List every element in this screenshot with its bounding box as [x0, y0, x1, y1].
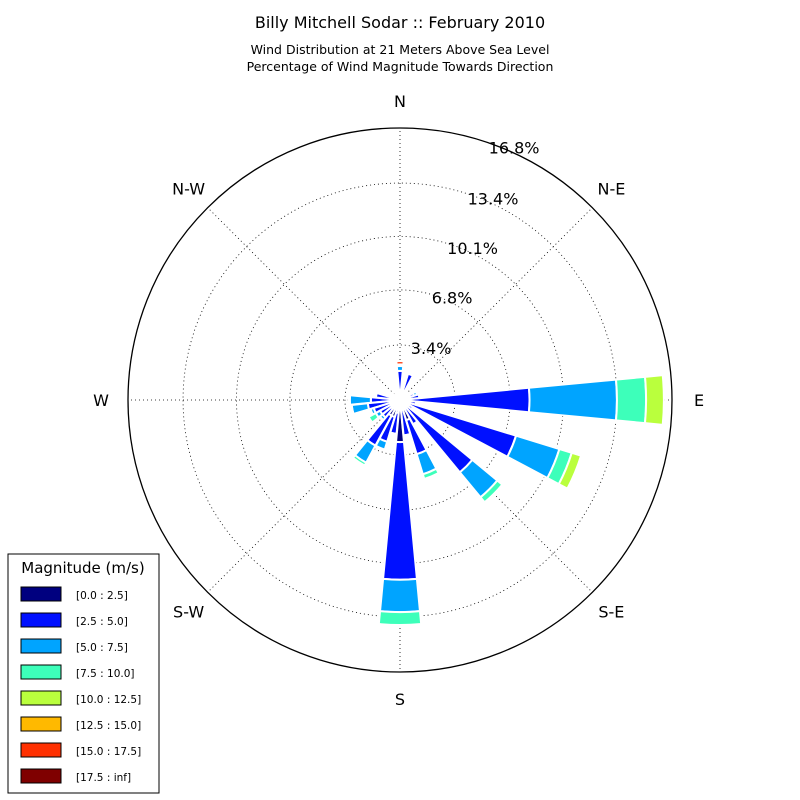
grid-spoke	[399, 207, 593, 401]
legend-label: [12.5 : 15.0]	[76, 720, 141, 732]
wind-bar-segment	[557, 451, 583, 490]
wind-bar-segment	[378, 577, 422, 614]
direction-label: N-E	[597, 180, 625, 199]
wind-bar-segment	[388, 431, 398, 437]
legend-label: [2.5 : 5.0]	[76, 616, 128, 628]
radial-tick-label: 16.8%	[489, 139, 540, 158]
legend-title: Magnitude (m/s)	[21, 559, 144, 577]
direction-label: W	[93, 391, 109, 410]
wind-bar-segment	[377, 610, 423, 627]
radial-tick-label: 10.1%	[447, 239, 498, 258]
legend-label: [5.0 : 7.5]	[76, 642, 128, 654]
grid-spoke	[207, 207, 401, 401]
grid-spoke	[207, 399, 401, 593]
direction-label: E	[694, 391, 704, 410]
legend-label: [10.0 : 12.5]	[76, 694, 141, 706]
chart-subtitle-line-2: Percentage of Wind Magnitude Towards Dir…	[247, 59, 554, 74]
wind-bar-segment	[350, 402, 371, 416]
chart-title: Billy Mitchell Sodar :: February 2010	[255, 13, 545, 32]
wind-bar-segment	[348, 403, 355, 416]
legend-swatch	[20, 768, 62, 784]
direction-label: S-W	[173, 602, 204, 621]
wind-bar-segment	[367, 411, 381, 424]
legend-label: [17.5 : inf]	[76, 772, 131, 784]
legend-swatch	[20, 690, 62, 706]
wind-bar-segment	[374, 437, 389, 451]
wind-bar-segment	[414, 400, 419, 407]
wind-bar-segment	[347, 394, 352, 406]
radial-tick-label: 6.8%	[432, 288, 473, 307]
direction-label: N	[394, 92, 406, 111]
wind-bar-segment	[411, 390, 419, 397]
wind-bar-segment	[643, 374, 665, 426]
wind-bar-segment	[421, 467, 440, 481]
wind-bar-segment	[351, 453, 368, 467]
legend-swatch	[20, 742, 62, 758]
legend-swatch	[20, 638, 62, 654]
wind-bar-segment	[381, 440, 419, 581]
legend-swatch	[20, 716, 62, 732]
wind-bar-segment	[527, 378, 618, 422]
wind-bars	[347, 360, 665, 627]
legend-entries: [0.0 : 2.5] [2.5 : 5.0] [5.0 : 7.5] [7.5 : …	[20, 586, 141, 784]
grid-spoke	[399, 399, 593, 593]
legend-label: [0.0 : 2.5]	[76, 590, 128, 602]
legend-swatch	[20, 586, 62, 602]
direction-label: S	[395, 690, 405, 709]
radial-tick-label: 13.4%	[468, 190, 519, 209]
wind-bar-segment	[479, 479, 504, 504]
legend-swatch	[20, 612, 62, 628]
wind-bar-segment	[395, 360, 405, 366]
radial-tick-label: 3.4%	[411, 339, 452, 358]
polar-frame	[127, 127, 673, 673]
legend-swatch	[20, 664, 62, 680]
axis-labels: E N-E N N-W W S-W S S-E 3.4% 6.8% 10.1% 13.4% 16.8%	[93, 92, 704, 709]
wind-bar-segment	[614, 375, 648, 425]
legend-label: [15.0 : 17.5]	[76, 746, 141, 758]
legend-label: [7.5 : 10.0]	[76, 668, 134, 680]
direction-label: S-E	[598, 602, 624, 621]
chart-subtitle-line-1: Wind Distribution at 21 Meters Above Sea…	[251, 42, 550, 57]
legend: Magnitude (m/s) [0.0 : 2.5] [2.5 : 5.0] [5…	[7, 553, 160, 794]
direction-label: N-W	[172, 180, 205, 199]
wind-bar-segment	[406, 370, 415, 378]
